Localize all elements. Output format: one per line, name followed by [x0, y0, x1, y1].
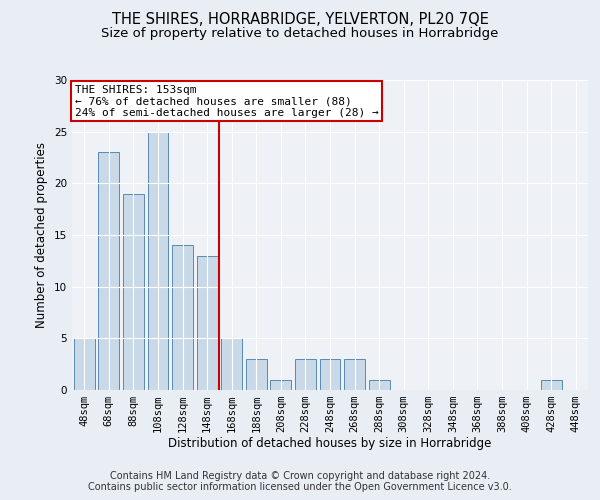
Bar: [74, 338, 95, 390]
Bar: [123, 194, 144, 390]
Bar: [172, 246, 193, 390]
Bar: [344, 359, 365, 390]
Bar: [221, 338, 242, 390]
Bar: [271, 380, 292, 390]
Text: Contains HM Land Registry data © Crown copyright and database right 2024.
Contai: Contains HM Land Registry data © Crown c…: [88, 471, 512, 492]
X-axis label: Distribution of detached houses by size in Horrabridge: Distribution of detached houses by size …: [169, 436, 491, 450]
Text: Size of property relative to detached houses in Horrabridge: Size of property relative to detached ho…: [101, 28, 499, 40]
Bar: [295, 359, 316, 390]
Bar: [148, 132, 169, 390]
Bar: [368, 380, 389, 390]
Y-axis label: Number of detached properties: Number of detached properties: [35, 142, 49, 328]
Bar: [197, 256, 218, 390]
Bar: [541, 380, 562, 390]
Text: THE SHIRES, HORRABRIDGE, YELVERTON, PL20 7QE: THE SHIRES, HORRABRIDGE, YELVERTON, PL20…: [112, 12, 488, 28]
Bar: [98, 152, 119, 390]
Bar: [320, 359, 340, 390]
Bar: [246, 359, 267, 390]
Text: THE SHIRES: 153sqm
← 76% of detached houses are smaller (88)
24% of semi-detache: THE SHIRES: 153sqm ← 76% of detached hou…: [74, 84, 379, 118]
